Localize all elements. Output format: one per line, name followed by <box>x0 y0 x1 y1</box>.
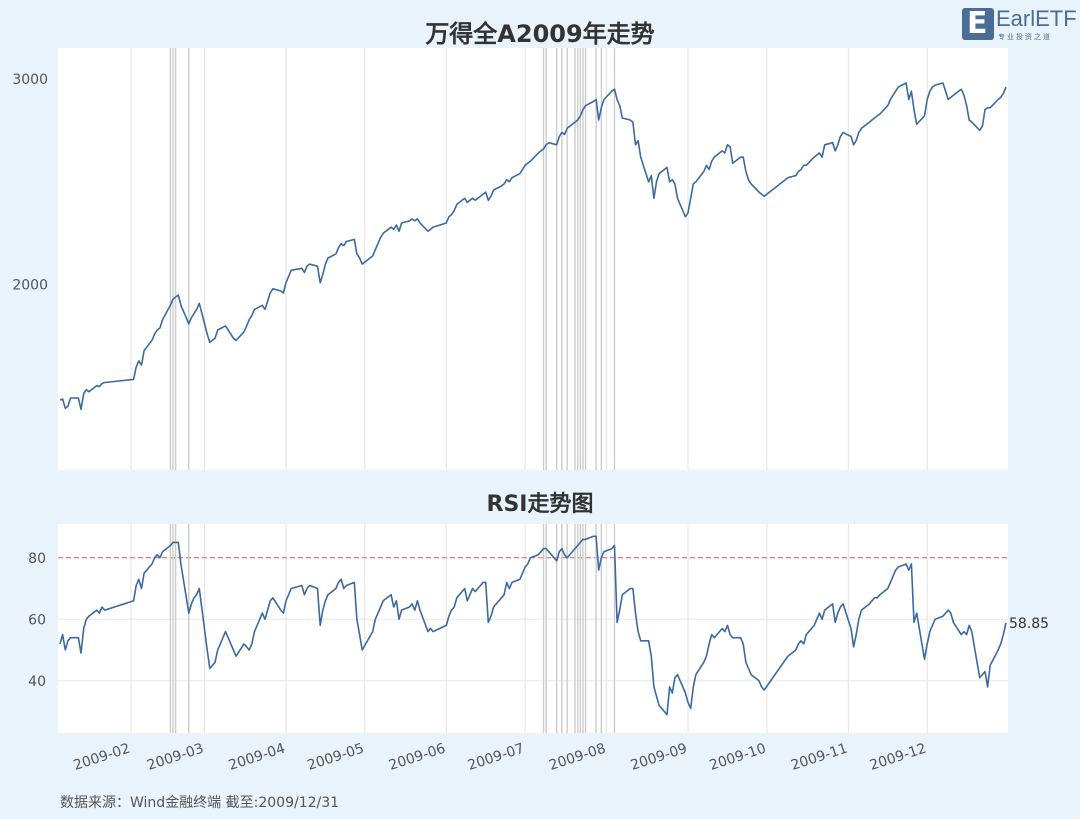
main-y-tick-label: 2000 <box>12 278 48 294</box>
rsi-y-tick-label: 80 <box>28 551 46 567</box>
rsi-chart-title: RSI走势图 <box>486 492 594 517</box>
x-tick-label: 2009-03 <box>145 741 206 774</box>
x-tick-label: 2009-12 <box>868 741 929 774</box>
x-tick-label: 2009-02 <box>72 741 133 774</box>
logo: E EarlETF 专业投资之道 <box>962 6 1077 44</box>
rsi-last-value-label: 58.85 <box>1009 616 1049 632</box>
main-chart-title: 万得全A2009年走势 <box>425 20 655 48</box>
logo-text: EarlETF <box>996 6 1077 31</box>
main-y-tick-label: 3000 <box>12 72 48 88</box>
x-tick-label: 2009-07 <box>466 741 527 774</box>
rsi-y-tick-label: 60 <box>28 612 46 628</box>
index-series-line <box>59 82 1007 411</box>
x-tick-label: 2009-08 <box>547 741 608 774</box>
rsi-series-line <box>59 535 1007 716</box>
rsi-y-tick-label: 40 <box>28 674 46 690</box>
x-tick-label: 2009-04 <box>227 741 288 774</box>
x-tick-label: 2009-09 <box>629 741 690 774</box>
x-tick-label: 2009-11 <box>789 741 850 774</box>
x-tick-label: 2009-05 <box>305 741 366 774</box>
x-tick-label: 2009-10 <box>708 741 769 774</box>
x-tick-label: 2009-06 <box>387 741 448 774</box>
logo-mark-icon: E <box>962 6 994 41</box>
main-plot-area <box>58 48 1008 470</box>
data-source-note: 数据来源：Wind金融终端 截至:2009/12/31 <box>60 795 340 811</box>
rsi-plot-area <box>58 524 1008 733</box>
logo-subtext: 专业投资之道 <box>998 33 1052 41</box>
